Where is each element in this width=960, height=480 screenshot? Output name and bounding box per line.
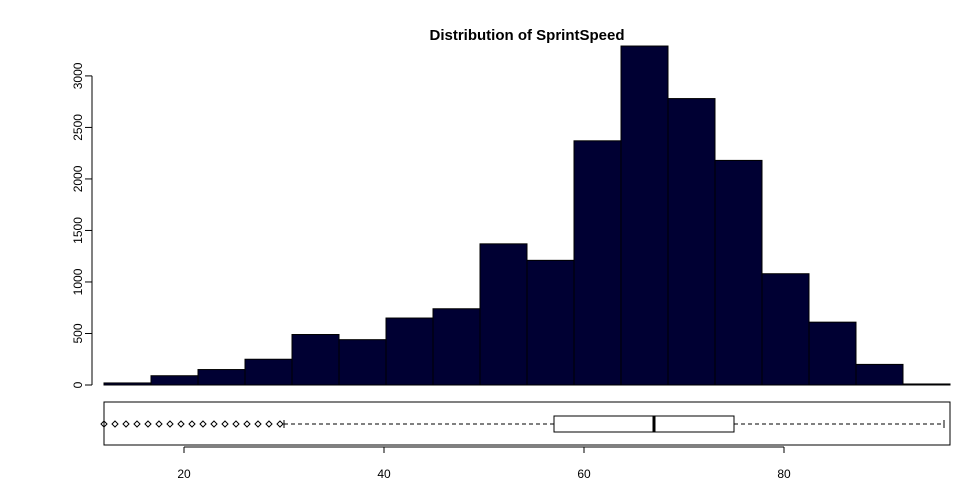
histogram-bar — [855, 363, 904, 386]
histogram-bar — [902, 383, 951, 386]
boxplot-outlier — [155, 420, 163, 428]
histogram-bar — [808, 321, 857, 386]
x-tick-label: 20 — [177, 467, 191, 480]
boxplot-iqr-box — [553, 415, 735, 433]
boxplot-outlier — [177, 420, 185, 428]
boxplot-outlier — [254, 420, 262, 428]
histogram-bar — [761, 273, 810, 386]
x-tick-label: 60 — [577, 467, 591, 480]
boxplot-outlier — [122, 420, 130, 428]
boxplot-outlier — [100, 420, 108, 428]
x-tick-label: 40 — [377, 467, 391, 480]
histogram-bar — [432, 308, 481, 386]
boxplot-outlier — [133, 420, 141, 428]
histogram-bar — [714, 159, 763, 386]
y-tick-label: 2000 — [71, 165, 85, 192]
histogram-bar — [291, 334, 340, 386]
boxplot-outlier — [144, 420, 152, 428]
boxplot-outlier — [265, 420, 273, 428]
y-tick-label: 3000 — [71, 62, 85, 89]
boxplot-outlier — [199, 420, 207, 428]
boxplot-outlier — [111, 420, 119, 428]
boxplot-outlier — [276, 420, 284, 428]
boxplot-outlier — [210, 420, 218, 428]
histogram-bar — [385, 317, 434, 386]
y-tick-label: 1500 — [71, 217, 85, 244]
histogram-bar — [244, 358, 293, 386]
histogram-bar — [479, 243, 528, 386]
boxplot-outlier — [188, 420, 196, 428]
chart-title: Distribution of SprintSpeed — [430, 27, 625, 44]
histogram-bar — [573, 140, 622, 386]
x-tick-label: 80 — [777, 467, 791, 480]
histogram-bar — [338, 339, 387, 386]
y-tick-label: 2500 — [71, 114, 85, 141]
x-axis: 20 40 60 80 — [177, 446, 791, 480]
boxplot-outlier — [221, 420, 229, 428]
histogram-bar — [150, 375, 199, 386]
histogram-bar — [197, 369, 246, 386]
histogram-bar — [620, 45, 669, 386]
histogram-bar — [526, 259, 575, 386]
y-axis: 0 500 1000 1500 2000 2500 3000 — [71, 62, 93, 388]
histogram-bar — [667, 98, 716, 386]
histogram-bars — [103, 45, 951, 386]
boxplot-outlier — [232, 420, 240, 428]
histogram-bar — [103, 382, 152, 386]
boxplot-frame — [103, 401, 951, 446]
y-tick-label: 1000 — [71, 268, 85, 295]
y-tick-label: 0 — [71, 381, 85, 388]
y-tick-label: 500 — [71, 323, 85, 343]
boxplot-outlier — [243, 420, 251, 428]
boxplot-outlier — [166, 420, 174, 428]
boxplot — [100, 401, 951, 446]
